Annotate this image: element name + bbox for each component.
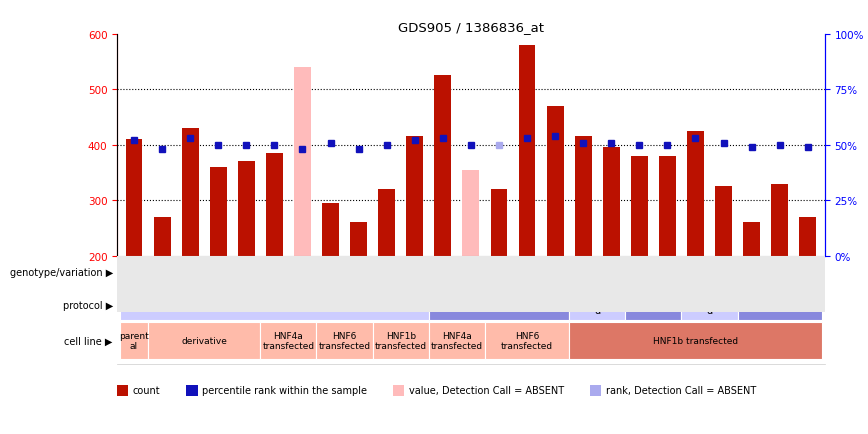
Bar [120, 322, 148, 359]
Bar [681, 289, 738, 320]
Text: rank, Detection Call = ABSENT: rank, Detection Call = ABSENT [606, 386, 756, 395]
Text: HNF4a
transfected: HNF4a transfected [262, 331, 314, 350]
Bar [490, 190, 508, 256]
Text: HNF4a
transfected: HNF4a transfected [431, 331, 483, 350]
Bar [569, 289, 625, 320]
Bar [120, 289, 429, 320]
Text: P328L329del: P328L329del [594, 267, 657, 277]
Text: protocol ▶: protocol ▶ [62, 300, 113, 310]
Bar [429, 322, 485, 359]
Bar [743, 223, 760, 256]
Text: uninduced: uninduced [249, 300, 300, 310]
Text: A263insGG: A263insGG [725, 267, 779, 277]
Bar [378, 190, 395, 256]
Bar [715, 187, 732, 256]
Bar [260, 322, 317, 359]
Text: wild type: wild type [322, 267, 367, 277]
Text: HNF1b
transfected: HNF1b transfected [375, 331, 427, 350]
Bar [547, 107, 563, 256]
Bar [485, 322, 569, 359]
Bar [687, 132, 704, 256]
Bar [181, 129, 199, 256]
Bar [799, 217, 816, 256]
Text: genotype/variation ▶: genotype/variation ▶ [10, 267, 113, 277]
Text: uninduced
d: uninduced d [571, 294, 623, 316]
Bar [148, 322, 260, 359]
Bar [154, 217, 170, 256]
Bar [575, 137, 592, 256]
Bar [772, 184, 788, 256]
Bar [350, 223, 367, 256]
Bar [126, 140, 142, 256]
Text: HNF6
transfected: HNF6 transfected [501, 331, 553, 350]
Bar [322, 204, 339, 256]
Text: HNF1b transfected: HNF1b transfected [653, 336, 738, 345]
Bar [603, 148, 620, 256]
Bar [631, 156, 648, 256]
Bar [429, 289, 569, 320]
Bar [569, 322, 822, 359]
Text: value, Detection Call = ABSENT: value, Detection Call = ABSENT [409, 386, 564, 395]
Bar [681, 256, 822, 288]
Bar [738, 289, 822, 320]
Bar [238, 162, 254, 256]
Text: derivative: derivative [181, 336, 227, 345]
Bar [372, 322, 429, 359]
Text: percentile rank within the sample: percentile rank within the sample [202, 386, 367, 395]
Bar [317, 322, 372, 359]
Bar [120, 256, 569, 288]
Bar [294, 68, 311, 256]
Text: HNF6
transfected: HNF6 transfected [319, 331, 371, 350]
Bar [434, 76, 451, 256]
Text: induced: induced [760, 300, 799, 310]
Bar [625, 289, 681, 320]
Bar [463, 170, 479, 256]
Bar [569, 256, 681, 288]
Bar [518, 46, 536, 256]
Bar [210, 168, 227, 256]
Title: GDS905 / 1386836_at: GDS905 / 1386836_at [398, 20, 544, 33]
Text: cell line ▶: cell line ▶ [64, 336, 113, 345]
Bar [406, 137, 424, 256]
Bar [659, 156, 676, 256]
Text: induced: induced [479, 300, 518, 310]
Text: uninduced
d: uninduced d [684, 294, 735, 316]
Text: induced: induced [634, 300, 673, 310]
Text: count: count [133, 386, 161, 395]
Bar [266, 154, 283, 256]
Text: parent
al: parent al [119, 331, 149, 350]
